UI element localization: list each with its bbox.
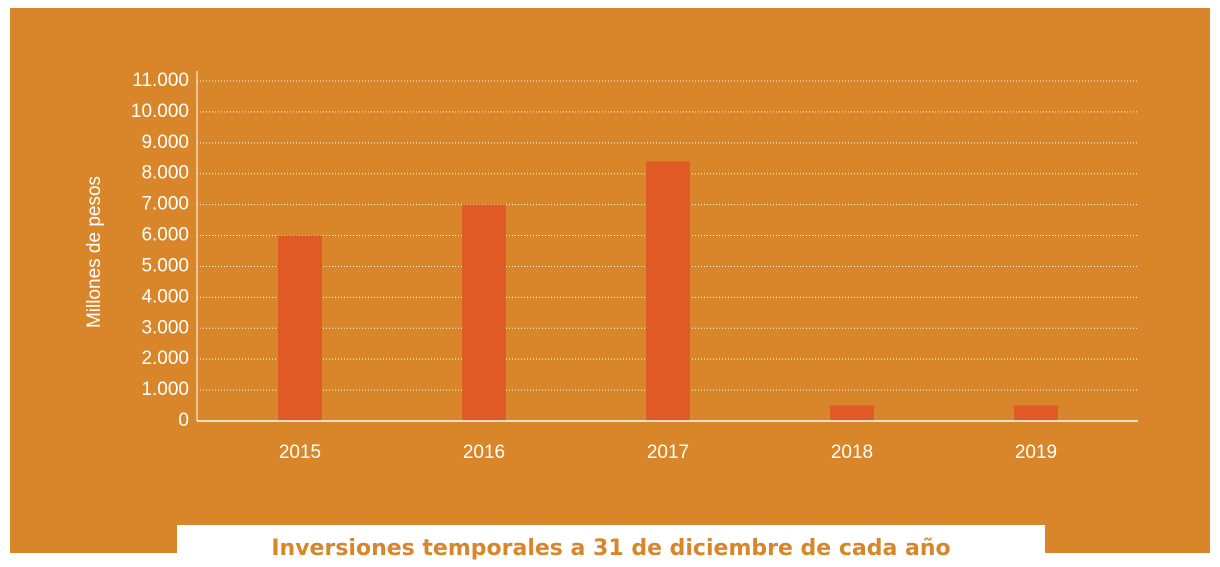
- y-tick-label: 11.000: [132, 70, 189, 91]
- y-tick-label: 1.000: [141, 379, 189, 400]
- x-tick-label: 2016: [463, 442, 505, 463]
- y-tick-label: 9.000: [141, 132, 189, 153]
- bar: [830, 405, 874, 421]
- y-tick-label: 7.000: [141, 194, 189, 215]
- x-tick-label: 2019: [1015, 442, 1057, 463]
- bar: [462, 204, 506, 421]
- x-tick-label: 2015: [279, 442, 321, 463]
- x-tick-label: 2018: [831, 442, 873, 463]
- title-box: [177, 525, 1045, 567]
- y-tick-label: 2.000: [141, 348, 189, 369]
- y-axis-label: Millones de pesos: [84, 176, 105, 328]
- y-tick-label: 5.000: [141, 255, 189, 276]
- bar: [646, 161, 690, 421]
- bar: [278, 235, 322, 421]
- y-tick-label: 4.000: [141, 286, 189, 307]
- chart-title: Inversiones temporales a 31 de diciembre…: [271, 536, 950, 561]
- panel: [10, 8, 1210, 553]
- x-tick-label: 2017: [647, 442, 689, 463]
- y-tick-label: 3.000: [141, 317, 189, 338]
- y-tick-label: 8.000: [141, 163, 189, 184]
- y-tick-label: 0: [178, 410, 189, 431]
- y-tick-label: 10.000: [131, 101, 189, 122]
- bar: [1014, 405, 1058, 421]
- y-tick-label: 6.000: [141, 225, 189, 246]
